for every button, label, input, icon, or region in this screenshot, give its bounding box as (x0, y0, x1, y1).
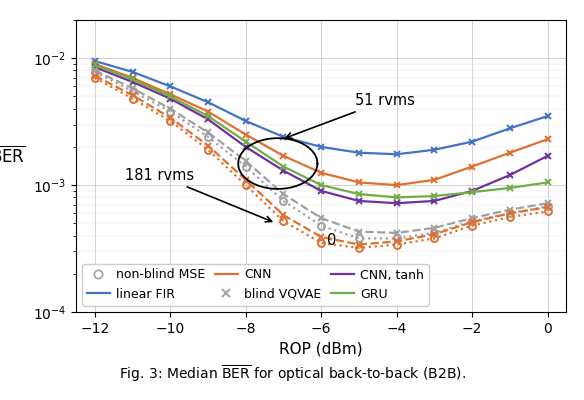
Text: 0: 0 (327, 234, 336, 248)
Legend: non-blind MSE, linear FIR, CNN, blind VQVAE, CNN, tanh, GRU: non-blind MSE, linear FIR, CNN, blind VQ… (82, 264, 429, 306)
X-axis label: ROP (dBm): ROP (dBm) (279, 341, 363, 356)
Text: 51 rvms: 51 rvms (286, 93, 415, 138)
Text: Fig. 3: Median $\overline{\mathrm{BER}}$ for optical back-to-back (B2B).: Fig. 3: Median $\overline{\mathrm{BER}}$… (119, 364, 465, 384)
Text: 181 rvms: 181 rvms (125, 168, 272, 222)
Y-axis label: $\overline{\mathrm{BER}}$: $\overline{\mathrm{BER}}$ (0, 145, 26, 166)
